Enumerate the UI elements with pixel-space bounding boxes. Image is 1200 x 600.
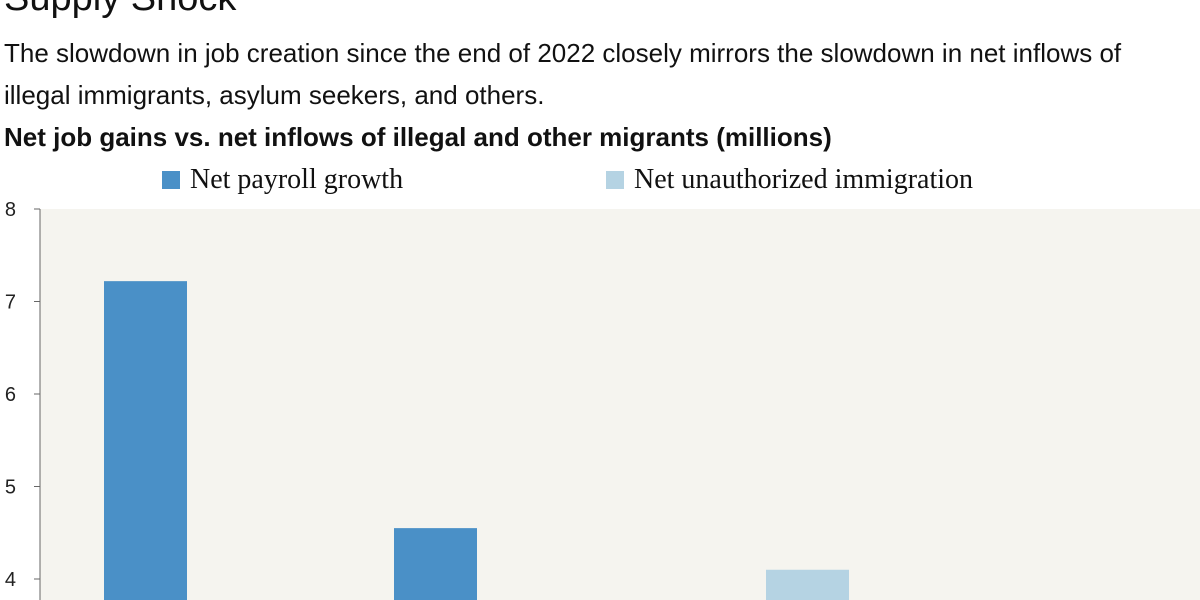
y-tick-label: 8 [5,199,16,221]
chart-legend: Net payroll growth Net unauthorized immi… [0,164,1200,204]
legend-item-immigration: Net unauthorized immigration [606,164,973,196]
page-title: Supply Shock [4,0,236,18]
chart-title: Net job gains vs. net inflows of illegal… [4,122,832,152]
legend-item-payroll: Net payroll growth [162,164,403,196]
legend-swatch-payroll [162,171,180,189]
y-tick-label: 5 [5,477,16,499]
y-tick-label: 6 [5,384,16,406]
bar-immigration-3 [766,569,849,600]
bars [104,281,849,600]
subtitle: The slowdown in job creation since the e… [4,38,1122,110]
legend-label-payroll: Net payroll growth [190,164,404,195]
legend-label-immigration: Net unauthorized immigration [634,164,974,195]
bar-payroll-2 [394,528,477,600]
legend-swatch-immigration [606,171,624,189]
y-tick-label: 7 [5,292,16,314]
bar-payroll-1 [104,281,187,600]
y-tick-label: 4 [5,569,16,591]
y-axis-ticks: 4 5 6 7 8 [5,199,40,591]
plot-background [40,209,1200,600]
